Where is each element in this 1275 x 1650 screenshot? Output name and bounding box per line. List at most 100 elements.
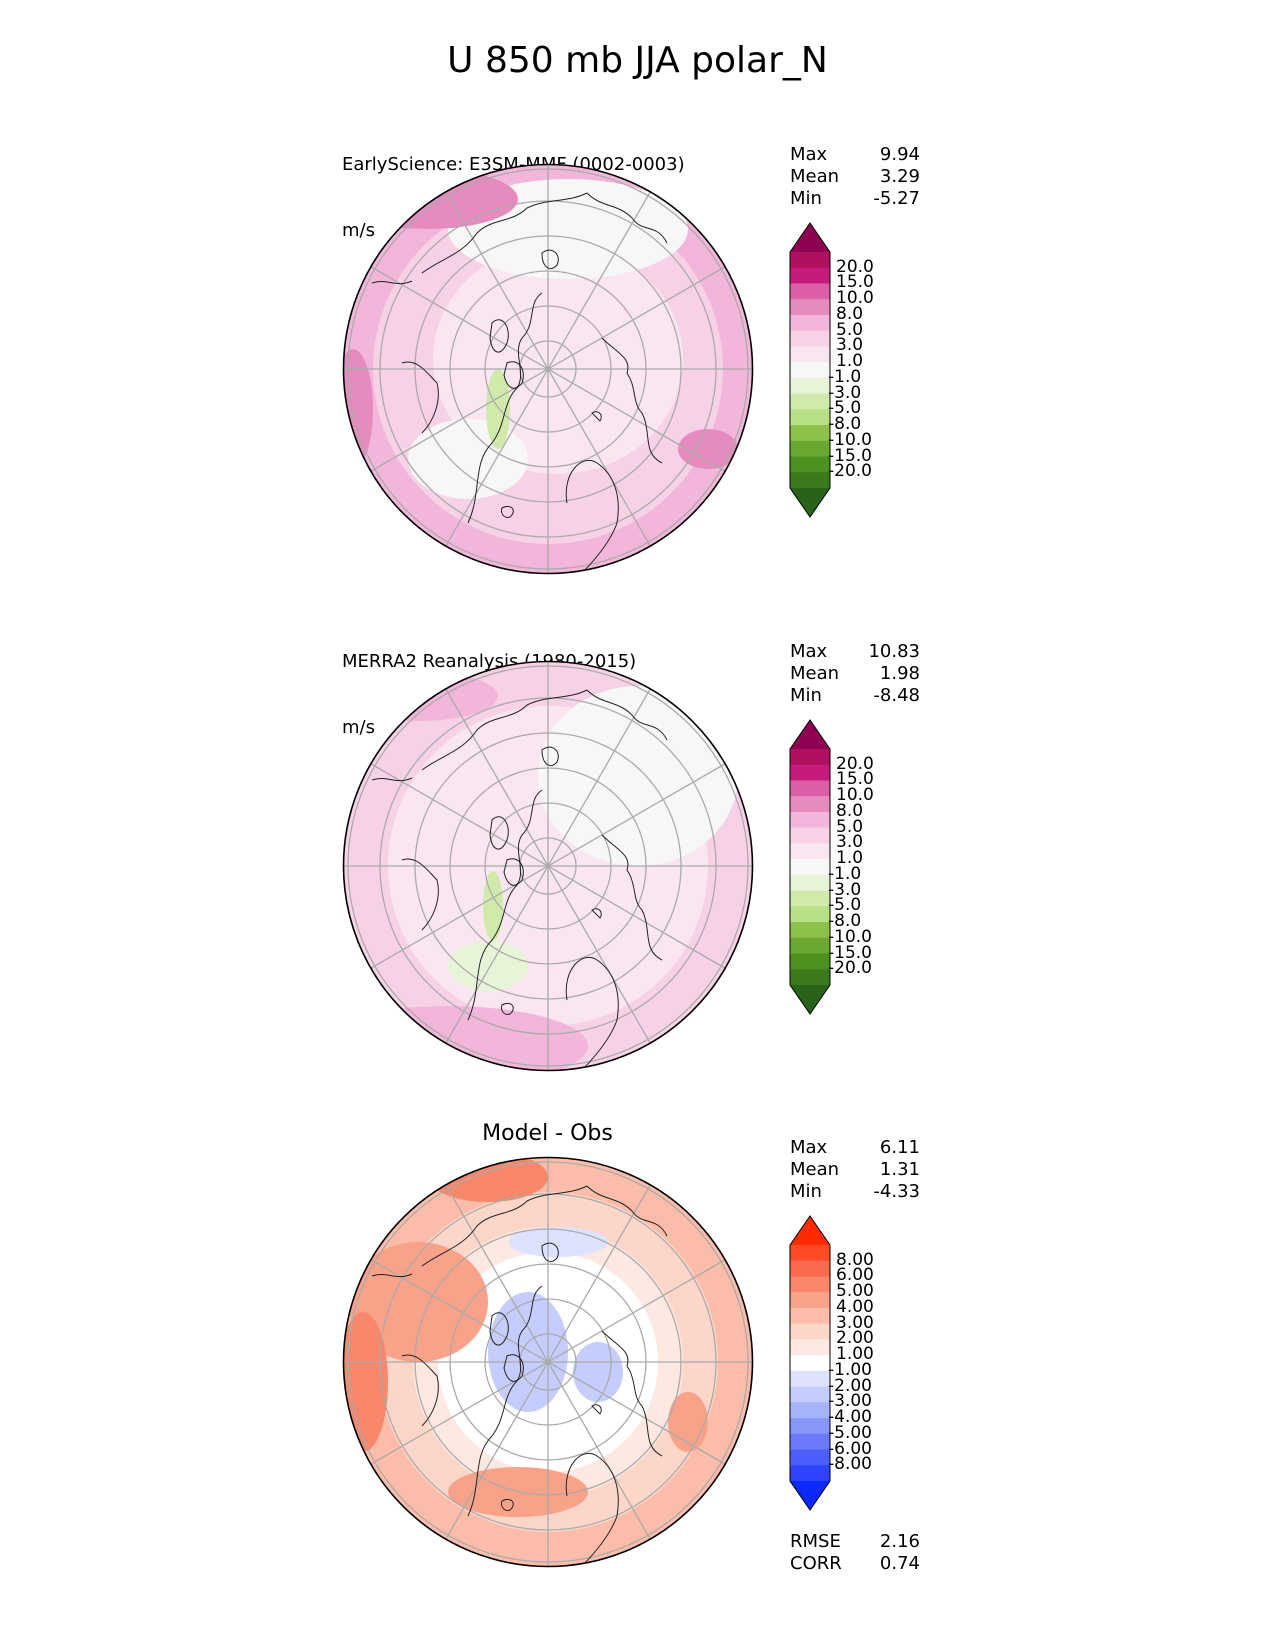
colorbar-segment xyxy=(790,953,830,970)
min-value: -8.48 xyxy=(873,685,920,706)
colorbar-segment xyxy=(790,843,830,860)
colorbar xyxy=(789,222,831,518)
coastline xyxy=(467,1285,543,1517)
colorbar-segment xyxy=(790,859,830,876)
min-value: -4.33 xyxy=(873,1181,920,1202)
coastline xyxy=(489,319,509,353)
max-value: 9.94 xyxy=(879,144,920,165)
panel-stats: Max 6.11 Mean 1.31 Min -4.33 xyxy=(790,1137,920,1203)
colorbar-outline xyxy=(789,1215,831,1511)
colorbar-tick-label: -3.00 xyxy=(828,1391,872,1412)
coastline xyxy=(503,858,524,886)
max-value: 6.11 xyxy=(879,1137,920,1158)
colorbar-tick-label: 10.0 xyxy=(836,288,874,309)
colorbar-segment xyxy=(790,780,830,797)
colorbar-tick-label: -5.0 xyxy=(828,398,862,419)
coastline xyxy=(421,192,588,274)
coastline xyxy=(467,292,543,524)
latitude-gridline xyxy=(342,163,754,575)
colorbar-segment xyxy=(790,472,830,489)
colorbar-segment xyxy=(790,252,830,269)
panel-title-text: MERRA2 Reanalysis (1980-2015) xyxy=(342,651,637,672)
colorbar-tick-label: -8.00 xyxy=(828,1454,872,1475)
colorbar-tick-label: -10.0 xyxy=(828,926,872,947)
rmse-label: RMSE xyxy=(790,1531,841,1552)
colorbar-tick-label: 20.0 xyxy=(836,256,874,277)
colorbar-extend-bottom xyxy=(790,985,830,1014)
coastline xyxy=(565,1453,619,1567)
colorbar-tick-label: -1.0 xyxy=(828,863,862,884)
colorbar-segment xyxy=(790,922,830,939)
coastline xyxy=(371,777,413,782)
colorbar-tick-label: 5.00 xyxy=(836,1281,874,1302)
mean-label: Mean xyxy=(790,663,840,684)
figure-title: U 850 mb JJA polar_N xyxy=(447,40,828,81)
panel-units: m/s xyxy=(342,220,375,241)
colorbar-tick-label: -3.0 xyxy=(828,382,862,403)
colorbar-segment xyxy=(790,1339,830,1356)
colorbar-tick-label: -10.0 xyxy=(828,429,872,450)
colorbar-tick-label: 3.0 xyxy=(836,832,864,853)
coastline xyxy=(591,908,602,919)
colorbar-segment xyxy=(790,346,830,363)
colorbar-tick-label: 15.0 xyxy=(836,272,874,293)
colorbar-segment xyxy=(790,1292,830,1309)
colorbar-segment xyxy=(790,1386,830,1403)
panel-units: m/s xyxy=(342,717,375,738)
coastline xyxy=(501,505,514,518)
contour-region xyxy=(508,1227,608,1257)
colorbar-segment xyxy=(790,890,830,907)
colorbar-segment xyxy=(790,409,830,426)
colorbar-tick-label: -5.00 xyxy=(828,1422,872,1443)
colorbar-segment xyxy=(790,440,830,458)
colorbar-tick-label: 8.0 xyxy=(836,800,864,821)
coastline xyxy=(503,361,524,389)
min-value: -5.27 xyxy=(873,188,920,209)
coastline xyxy=(401,858,439,931)
coastline xyxy=(501,1498,514,1511)
colorbar-tick-label: 1.0 xyxy=(836,848,864,869)
colorbar-segment xyxy=(790,937,830,955)
colorbar-segment xyxy=(790,1402,830,1419)
colorbar-segment xyxy=(790,1245,830,1262)
colorbar-segment xyxy=(790,1433,830,1451)
colorbar-tick-label: -1.0 xyxy=(828,366,862,387)
colorbar-tick-label: -8.0 xyxy=(828,911,862,932)
coastline xyxy=(601,1330,663,1457)
colorbar-tick-label: 5.0 xyxy=(836,319,864,340)
colorbar-tick-label: -2.00 xyxy=(828,1375,872,1396)
mean-value: 3.29 xyxy=(879,166,920,187)
coastline xyxy=(541,746,559,766)
contour-region xyxy=(343,349,373,469)
colorbar-tick-label: 3.0 xyxy=(836,335,864,356)
colorbar-segment xyxy=(790,796,830,813)
coastline xyxy=(586,689,668,741)
min-label: Min xyxy=(790,685,822,706)
colorbar-tick-label: 1.0 xyxy=(836,351,864,372)
coastline xyxy=(541,1242,559,1262)
colorbar-segment xyxy=(790,827,830,844)
colorbar-segment xyxy=(790,377,830,395)
colorbar-segment xyxy=(790,1465,830,1482)
colorbar-segment xyxy=(790,1260,830,1277)
panel-title: MERRA2 Reanalysis (1980-2015) m/s xyxy=(342,607,636,783)
mean-label: Mean xyxy=(790,1159,840,1180)
colorbar-segment xyxy=(790,456,830,473)
colorbar-segment xyxy=(790,330,830,347)
colorbar-segment xyxy=(790,299,830,316)
colorbar-tick-label: -3.0 xyxy=(828,879,862,900)
meridian-gridline xyxy=(444,688,652,1044)
latitude-gridline xyxy=(342,1156,754,1568)
min-label: Min xyxy=(790,1181,822,1202)
colorbar-segment xyxy=(790,906,830,923)
colorbar-tick-label: 4.00 xyxy=(836,1296,874,1317)
colorbar-tick-label: 15.0 xyxy=(836,769,874,790)
corr-value: 0.74 xyxy=(879,1553,920,1574)
coastline xyxy=(586,1185,668,1237)
colorbar-segment xyxy=(790,314,830,332)
coastline xyxy=(421,689,588,771)
contour-region xyxy=(573,1342,623,1402)
max-label: Max xyxy=(790,144,828,165)
contour-region xyxy=(343,169,518,229)
max-label: Max xyxy=(790,1137,828,1158)
